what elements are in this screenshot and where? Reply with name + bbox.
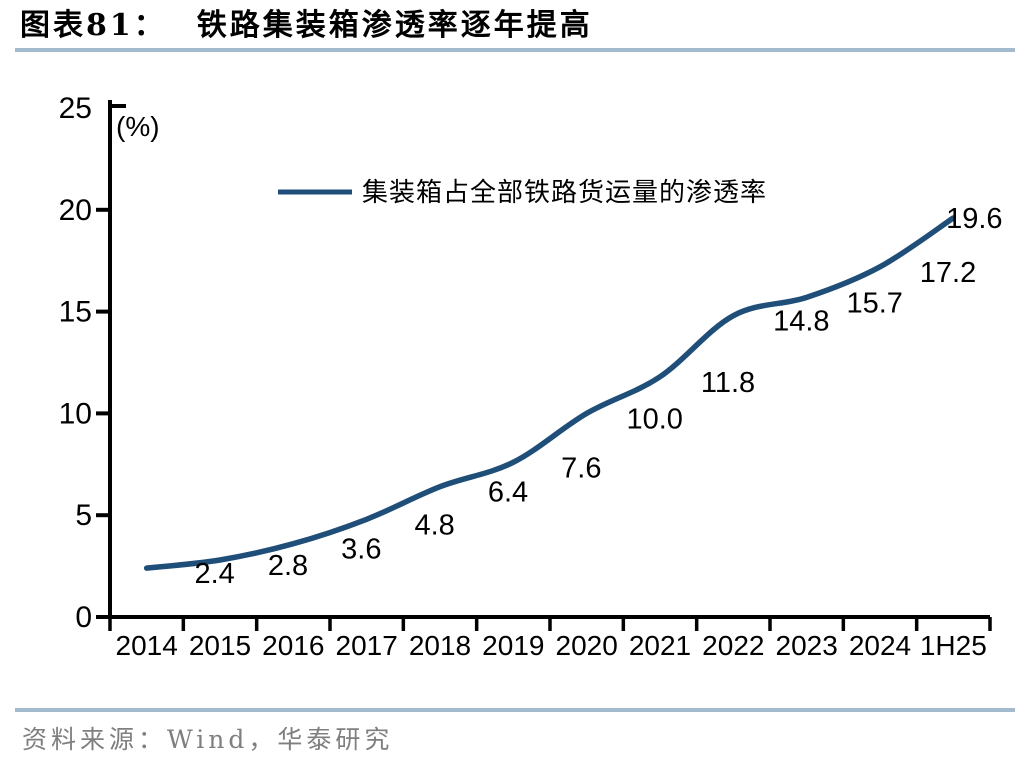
x-tick-label: 2016 bbox=[262, 630, 324, 661]
figure-header: 图表81： 铁路集装箱渗透率逐年提高 bbox=[20, 8, 593, 44]
x-tick-label: 2017 bbox=[336, 630, 398, 661]
y-tick-label: 20 bbox=[59, 194, 92, 227]
data-label: 2.8 bbox=[268, 550, 308, 582]
figure-title: 铁路集装箱渗透率逐年提高 bbox=[196, 8, 593, 43]
legend: 集装箱占全部铁路货运量的渗透率 bbox=[278, 178, 767, 208]
y-tick-label: 15 bbox=[59, 296, 92, 329]
x-tick-label: 2015 bbox=[189, 630, 251, 661]
x-tick-label: 2022 bbox=[702, 630, 764, 661]
data-label: 17.2 bbox=[920, 257, 976, 289]
data-label: 10.0 bbox=[626, 403, 682, 435]
series-line-group bbox=[143, 215, 957, 571]
figure-number-label: 图表81： bbox=[20, 8, 167, 43]
y-tick-label: 5 bbox=[75, 499, 92, 532]
data-label: 14.8 bbox=[773, 306, 829, 338]
y-tick-label: 10 bbox=[59, 397, 92, 430]
x-tick-label: 1H25 bbox=[920, 630, 987, 661]
data-label: 15.7 bbox=[846, 287, 902, 319]
y-tick-label: 25 bbox=[59, 92, 92, 125]
x-tick-label: 2024 bbox=[849, 630, 911, 661]
data-labels-group: 2.4 2.8 3.6 4.8 6.4 7.6 10.0 11.8 14.8 15.7 17.2 19… bbox=[195, 203, 1003, 590]
data-label: 11.8 bbox=[701, 367, 755, 399]
y-axis-unit-label: (%) bbox=[116, 111, 160, 142]
x-tick-label: 2018 bbox=[409, 630, 471, 661]
x-tick-label: 2020 bbox=[556, 630, 618, 661]
x-tick-label: 2023 bbox=[776, 630, 838, 661]
series-line bbox=[143, 215, 957, 571]
data-label: 6.4 bbox=[488, 477, 528, 509]
x-tick-label: 2021 bbox=[629, 630, 691, 661]
source-attribution: 资料来源：Wind，华泰研究 bbox=[22, 725, 394, 754]
data-label: 7.6 bbox=[561, 452, 601, 484]
data-label: 4.8 bbox=[415, 509, 455, 541]
x-tick-label: 2014 bbox=[116, 630, 178, 661]
footer-divider-rule bbox=[15, 708, 1015, 712]
legend-label: 集装箱占全部铁路货运量的渗透率 bbox=[362, 178, 767, 208]
data-label: 19.6 bbox=[946, 203, 1002, 235]
data-label: 2.4 bbox=[195, 558, 235, 590]
title-underline-rule bbox=[15, 48, 1015, 52]
y-tick-label: 0 bbox=[75, 601, 92, 634]
axes: 0 5 10 15 20 25 2014 2015 2016 2017 2018 2019 2020 20… bbox=[59, 92, 992, 661]
data-label: 3.6 bbox=[341, 534, 381, 566]
x-tick-label: 2019 bbox=[482, 630, 544, 661]
